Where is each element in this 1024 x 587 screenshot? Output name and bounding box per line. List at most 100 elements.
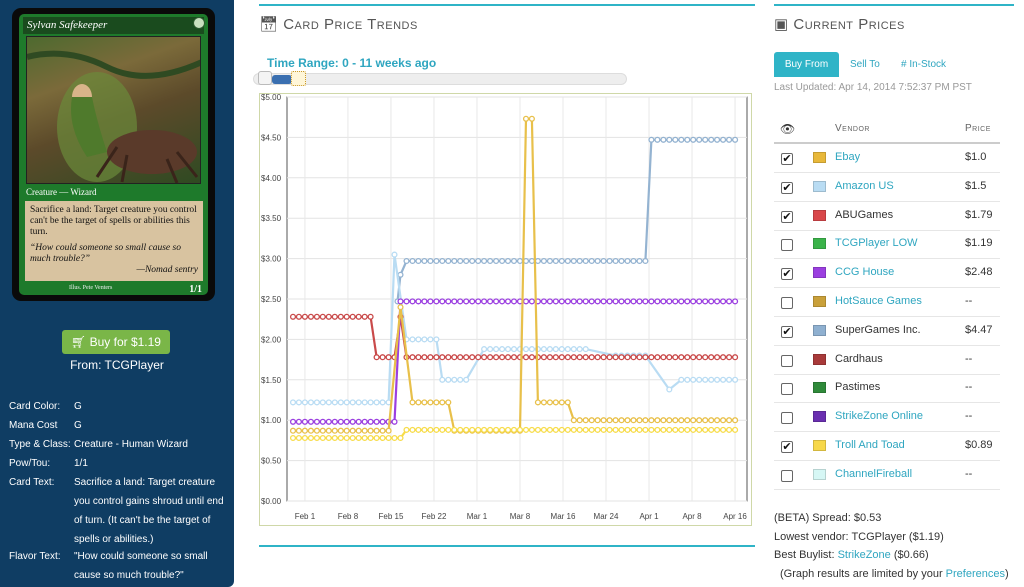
vendor-checkbox[interactable] [781,297,793,309]
data-point [534,426,541,433]
buy-button[interactable]: 🛒︎ Buy for $1.19 [62,330,170,354]
data-point [690,376,697,383]
data-point [445,298,452,305]
x-tick-label: Mar 8 [510,512,531,521]
cart-icon: 🛒︎ [71,335,87,349]
data-point [528,298,535,305]
vendor-checkbox[interactable]: ✔ [781,210,793,223]
tab-sell-to[interactable]: Sell To [850,59,880,70]
data-point [493,257,500,265]
card-property-value: "How could someone so small cause so muc… [74,551,208,581]
preferences-link[interactable]: Preferences [945,568,1005,580]
vendor-color-swatch [813,267,826,279]
vendor-name[interactable]: TCGPlayer LOW [835,237,918,250]
y-tick-label: $1.00 [261,416,282,425]
data-point [475,257,482,265]
vendor-checkbox[interactable] [781,412,793,425]
data-point [325,434,332,442]
buy-button-label: Buy for $1.19 [89,335,161,349]
data-point [319,427,326,434]
data-point [289,418,297,425]
data-point [421,354,428,361]
vendor-checkbox[interactable]: ✔ [781,181,793,194]
data-point [516,426,524,433]
data-point [522,426,530,433]
vendor-name[interactable]: StrikeZone Online [835,410,924,423]
data-point [720,354,727,361]
best-buylist-text: Best Buylist: StrikeZone ($0.66) [774,549,929,561]
vendor-checkbox[interactable]: ✔ [781,325,793,338]
vendor-checkbox[interactable]: ✔ [781,268,793,281]
data-point [684,354,691,361]
data-point [499,426,506,433]
data-point [522,298,530,305]
data-point [475,354,482,361]
data-point [660,417,667,424]
vendor-name[interactable]: ChannelFireball [835,467,913,480]
data-point [540,298,547,305]
data-point [660,298,667,305]
data-point [732,417,739,424]
data-point [409,257,416,265]
data-point [654,136,661,143]
card-property-value: Sacrifice a land: Target creature you co… [74,477,224,545]
current-prices-title: ▣ Current Prices [774,15,905,33]
vendor-name[interactable]: HotSauce Games [835,295,922,307]
data-point [522,354,530,361]
data-point [504,346,512,353]
data-point [576,346,583,353]
vendor-checkbox[interactable] [781,469,793,482]
data-point [726,417,733,424]
data-point [367,313,374,320]
slider-handle-end[interactable] [291,71,306,86]
slider-handle-start[interactable] [258,71,272,85]
vendor-checkbox[interactable]: ✔ [781,153,793,165]
data-point [337,399,344,406]
tab-buy-from[interactable]: Buy From [774,52,839,77]
data-point [720,298,727,305]
data-point [636,298,643,305]
data-point [708,298,715,305]
x-tick-label: Feb 1 [295,512,316,521]
card-name: Sylvan Safekeeper [23,17,204,34]
vendor-name[interactable]: Ebay [835,151,861,163]
vendor-checkbox[interactable]: ✔ [781,441,793,453]
data-point [624,417,631,424]
data-point [690,354,697,361]
card-text-box: Sacrifice a land: Target creature you co… [25,201,203,281]
data-point [475,426,482,433]
data-point [427,399,434,406]
eye-icon: 👁︎ [780,122,796,136]
data-point [576,257,583,265]
card-property-value: Creature - Human Wizard [74,439,188,450]
vendor-name: SuperGames Inc. [835,323,921,336]
vendor-name[interactable]: Troll And Toad [835,439,905,451]
vendor-table-header: 👁︎ Vendor Price [774,118,1000,144]
tab-in-stock[interactable]: # In-Stock [901,59,947,70]
vendor-checkbox[interactable] [781,354,793,367]
vendor-name[interactable]: CCG House [835,266,895,279]
data-point [534,399,541,406]
data-point [373,427,380,434]
time-range-slider[interactable] [253,73,627,85]
vendor-color-swatch [813,180,826,192]
price-chart-svg: $5.00 $4.50 $4.00 $3.50 $3.00 $2.50 $2.00 $1.50… [259,93,752,526]
data-point [690,136,697,143]
data-point [702,417,709,424]
x-tick-label: Mar 1 [467,512,488,521]
data-point [379,354,386,361]
data-point [594,426,601,433]
spread-text: (BETA) Spread: $0.53 [774,512,882,524]
vendor-name[interactable]: Amazon US [835,179,894,192]
data-point [582,346,589,353]
data-point [409,336,416,343]
data-point [397,271,404,278]
data-point [469,298,476,305]
data-point [457,298,464,305]
data-point [481,354,488,361]
data-point [696,136,703,143]
best-buylist-link[interactable]: StrikeZone [837,549,891,561]
vendor-checkbox[interactable] [781,239,793,252]
data-point [493,346,500,353]
vendor-checkbox[interactable] [781,383,793,396]
